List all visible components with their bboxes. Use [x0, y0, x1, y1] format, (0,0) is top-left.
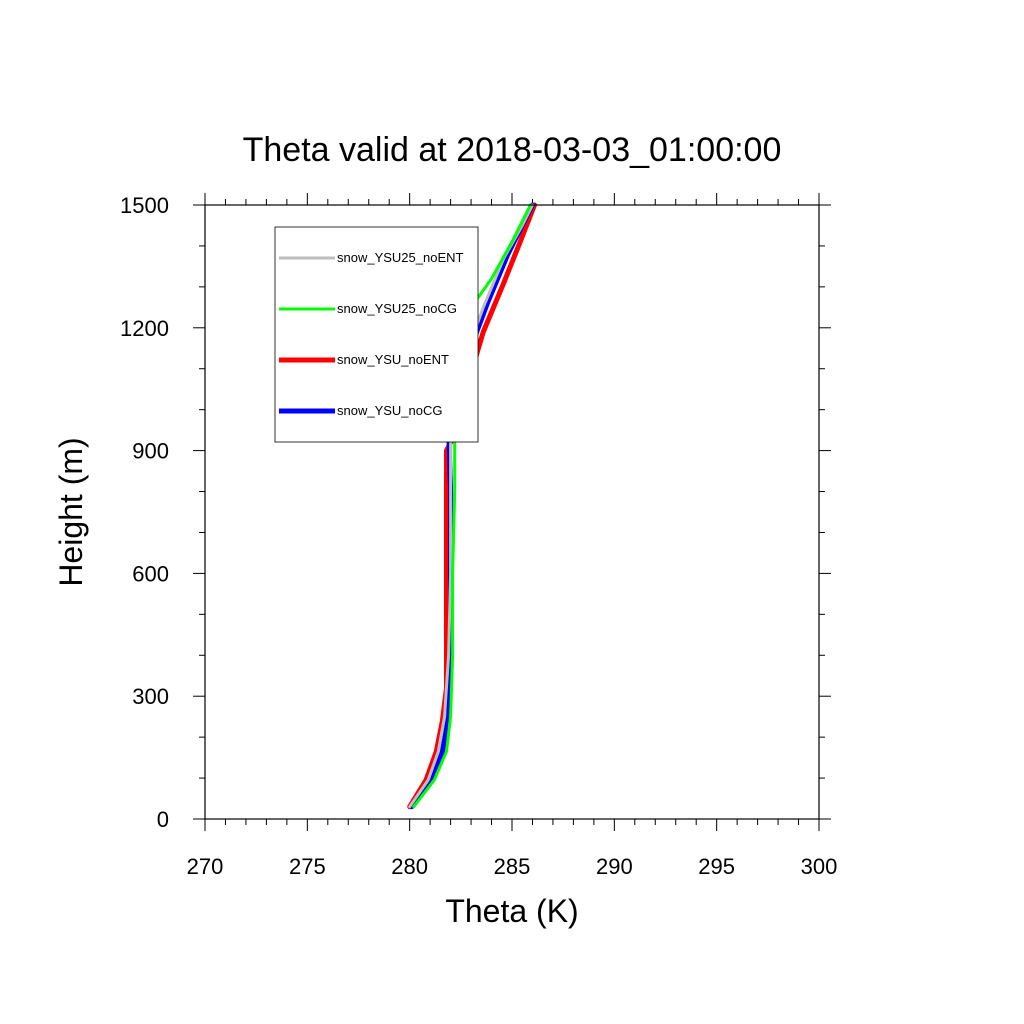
y-tick-label: 300 [132, 684, 169, 709]
x-tick-label: 290 [596, 854, 633, 879]
legend: snow_YSU25_noENT snow_YSU25_noCG snow_YSU_… [274, 226, 479, 443]
series-line-snow_YSU25_noENT [408, 203, 534, 809]
y-tick-label: 1500 [120, 193, 169, 218]
x-tick-label: 300 [801, 854, 838, 879]
legend-label: snow_YSU25_noCG [337, 301, 457, 316]
chart-title: Theta valid at 2018-03-03_01:00:00 [243, 131, 782, 169]
y-tick-label: 1200 [120, 316, 169, 341]
y-axis-label: Height (m) [53, 437, 89, 586]
axis-ticks: 270 275 280 285 290 295 300 0 300 600 900 1200 1500 [120, 193, 837, 879]
series-lines [407, 202, 537, 810]
x-tick-label: 285 [494, 854, 531, 879]
legend-box [274, 226, 479, 443]
plot-frame [204, 204, 820, 820]
x-tick-label: 275 [289, 854, 326, 879]
series-line-snow_YSU_noENT [407, 202, 537, 810]
y-tick-label: 600 [132, 561, 169, 586]
x-axis-label: Theta (K) [445, 893, 578, 929]
series-line-snow_YSU25_noCG [412, 203, 532, 809]
y-tick-label: 900 [132, 439, 169, 464]
legend-label: snow_YSU25_noENT [337, 250, 464, 265]
x-tick-label: 270 [187, 854, 224, 879]
y-tick-label: 0 [157, 807, 169, 832]
legend-label: snow_YSU_noENT [337, 352, 449, 367]
legend-label: snow_YSU_noCG [337, 403, 443, 418]
x-tick-label: 295 [698, 854, 735, 879]
x-tick-label: 280 [391, 854, 428, 879]
